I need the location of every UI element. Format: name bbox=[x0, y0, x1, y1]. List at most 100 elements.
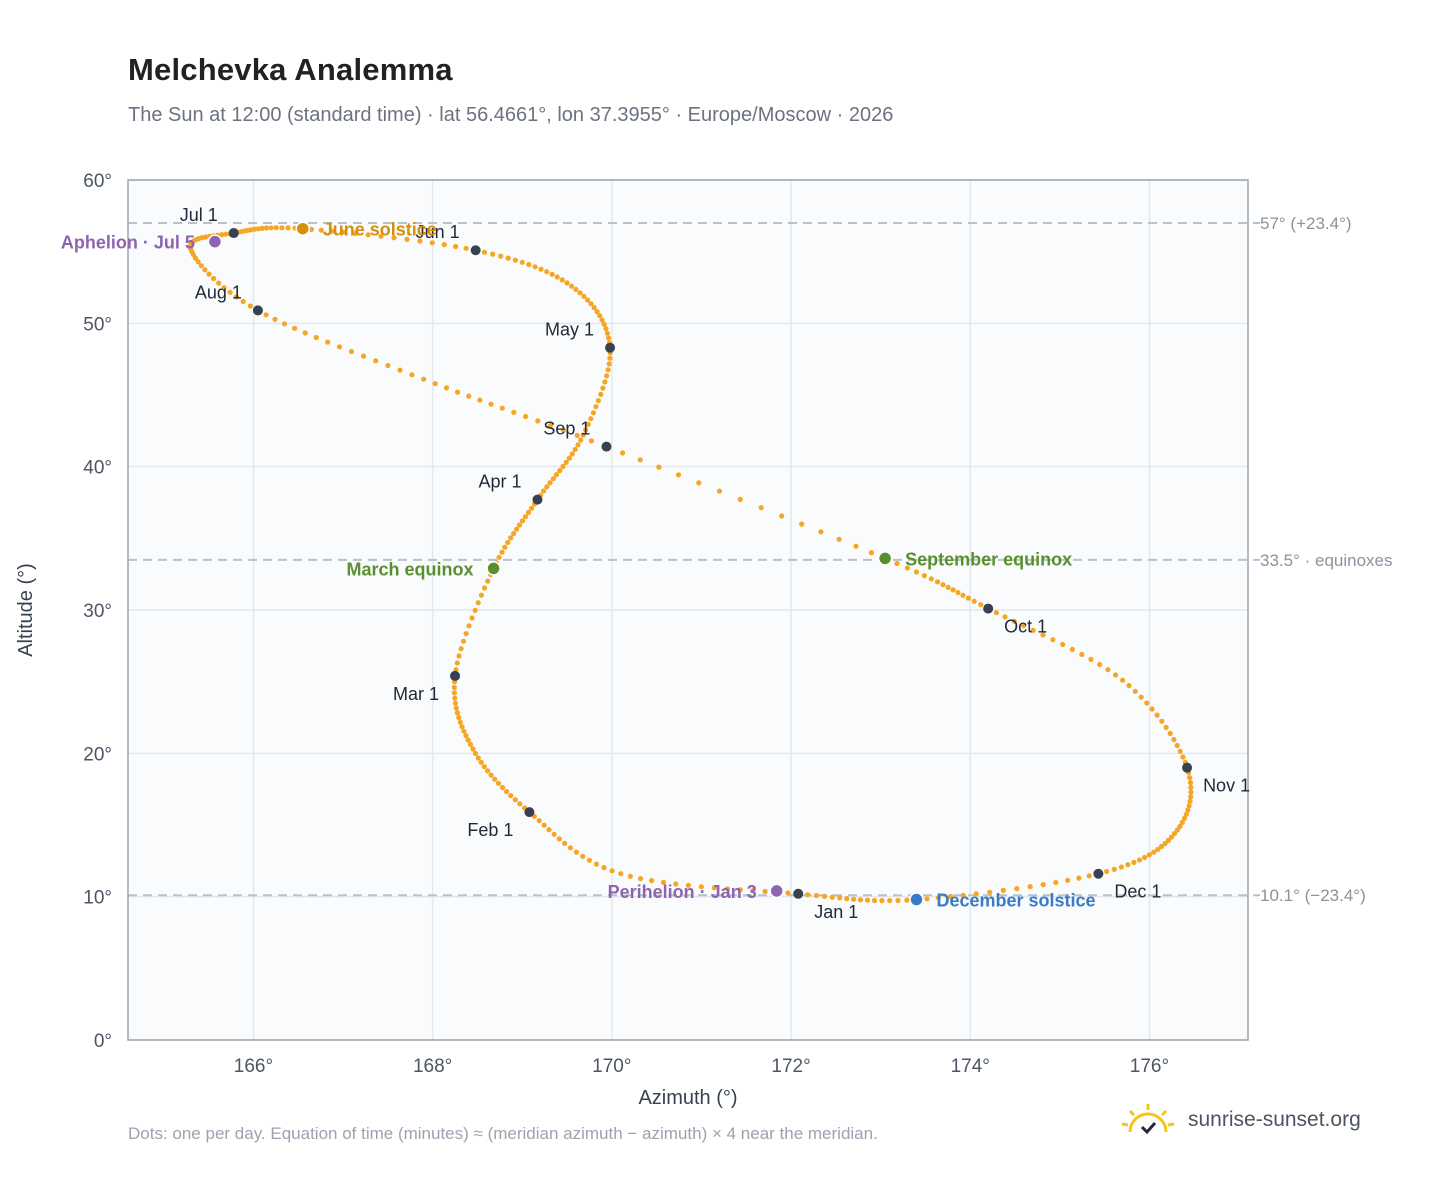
daily-point bbox=[1154, 712, 1160, 718]
daily-point bbox=[478, 759, 484, 765]
daily-point bbox=[1177, 823, 1183, 829]
daily-point bbox=[1000, 887, 1006, 894]
daily-point bbox=[637, 457, 643, 463]
event-marker[interactable] bbox=[295, 221, 310, 236]
daily-point bbox=[463, 733, 469, 739]
daily-point bbox=[523, 413, 529, 420]
daily-point bbox=[660, 879, 667, 886]
y-tick-label: 40° bbox=[83, 458, 112, 479]
daily-point bbox=[1021, 623, 1027, 629]
daily-point bbox=[569, 451, 575, 457]
daily-point bbox=[378, 233, 384, 239]
daily-point bbox=[568, 283, 575, 289]
daily-point bbox=[758, 505, 764, 511]
month-marker[interactable] bbox=[470, 245, 481, 256]
month-marker[interactable] bbox=[450, 670, 461, 681]
brand-name: sunrise-sunset.org bbox=[1188, 1108, 1361, 1131]
daily-point bbox=[965, 595, 972, 601]
daily-point bbox=[921, 573, 928, 579]
daily-point bbox=[580, 853, 586, 859]
daily-point bbox=[478, 592, 484, 598]
footnote: Dots: one per day. Equation of time (min… bbox=[128, 1124, 878, 1143]
daily-point bbox=[463, 631, 469, 637]
daily-point bbox=[525, 509, 532, 516]
y-tick-label: 20° bbox=[83, 744, 112, 765]
event-marker[interactable] bbox=[769, 883, 784, 899]
daily-point bbox=[1174, 827, 1180, 833]
reference-lines: 57° (+23.4°) 33.5° · equinoxes 10.1° (−23.… bbox=[128, 214, 1393, 905]
daily-point bbox=[1146, 852, 1152, 858]
daily-point bbox=[1149, 706, 1155, 712]
daily-point bbox=[955, 589, 961, 596]
daily-point bbox=[799, 521, 805, 527]
daily-point bbox=[481, 764, 487, 770]
month-marker[interactable] bbox=[793, 888, 804, 899]
event-marker[interactable] bbox=[877, 551, 893, 566]
daily-point bbox=[1053, 879, 1059, 886]
daily-point bbox=[547, 422, 554, 429]
daily-point bbox=[535, 418, 541, 424]
daily-point bbox=[1158, 843, 1165, 850]
daily-point bbox=[454, 710, 460, 716]
daily-point bbox=[541, 822, 547, 828]
month-marker[interactable] bbox=[252, 305, 263, 316]
daily-point bbox=[454, 660, 460, 666]
daily-point bbox=[1002, 614, 1008, 620]
daily-point bbox=[451, 684, 457, 691]
daily-point bbox=[544, 484, 550, 490]
daily-point bbox=[1040, 882, 1046, 888]
daily-point bbox=[202, 267, 208, 273]
daily-point bbox=[511, 409, 517, 415]
daily-point bbox=[604, 373, 610, 379]
daily-point bbox=[499, 405, 505, 411]
daily-point bbox=[1177, 748, 1183, 754]
month-label: Feb 1 bbox=[467, 820, 513, 840]
month-marker[interactable] bbox=[601, 441, 612, 452]
daily-point bbox=[417, 238, 423, 244]
daily-point bbox=[1136, 857, 1143, 863]
event-marker[interactable] bbox=[486, 561, 501, 576]
daily-point bbox=[1159, 718, 1165, 724]
daily-point bbox=[879, 898, 885, 904]
x-tick-label: 176° bbox=[1130, 1056, 1169, 1077]
daily-point bbox=[221, 285, 227, 291]
reference-line-label: 10.1° (−23.4°) bbox=[1260, 886, 1366, 905]
month-marker[interactable] bbox=[983, 603, 994, 614]
daily-point bbox=[532, 264, 538, 270]
daily-point bbox=[550, 476, 556, 482]
event-marker[interactable] bbox=[909, 892, 924, 907]
y-tick-label: 0° bbox=[94, 1031, 112, 1052]
sun-logo-icon bbox=[1121, 1104, 1175, 1135]
daily-point bbox=[453, 243, 459, 250]
month-markers: Jan 1 Feb 1 Mar 1 Apr 1 May 1 Jun 1 Jul 1 Aug 1… bbox=[180, 205, 1250, 922]
y-tick-label: 50° bbox=[83, 314, 112, 335]
month-marker[interactable] bbox=[605, 342, 616, 353]
daily-point bbox=[516, 522, 523, 528]
month-marker[interactable] bbox=[228, 228, 239, 239]
daily-point bbox=[292, 325, 298, 331]
daily-point bbox=[1151, 849, 1157, 855]
event-marker[interactable] bbox=[207, 234, 223, 249]
daily-point bbox=[1187, 780, 1194, 786]
daily-point bbox=[894, 560, 900, 567]
daily-point bbox=[564, 280, 570, 286]
daily-point bbox=[504, 789, 510, 795]
month-marker[interactable] bbox=[1182, 762, 1193, 773]
daily-point bbox=[490, 251, 496, 257]
month-marker[interactable] bbox=[1093, 868, 1104, 879]
daily-point bbox=[588, 416, 594, 422]
brand[interactable]: sunrise-sunset.org bbox=[1120, 1102, 1361, 1138]
daily-point bbox=[522, 514, 529, 520]
daily-point bbox=[607, 355, 613, 361]
daily-point bbox=[585, 297, 591, 303]
daily-point bbox=[609, 868, 615, 874]
daily-point bbox=[281, 321, 288, 327]
daily-point bbox=[724, 886, 731, 892]
month-label: Mar 1 bbox=[393, 684, 439, 704]
month-marker[interactable] bbox=[524, 807, 535, 818]
daily-point bbox=[421, 376, 427, 382]
daily-point bbox=[195, 259, 201, 265]
month-marker[interactable] bbox=[532, 494, 543, 505]
daily-point bbox=[557, 468, 563, 474]
